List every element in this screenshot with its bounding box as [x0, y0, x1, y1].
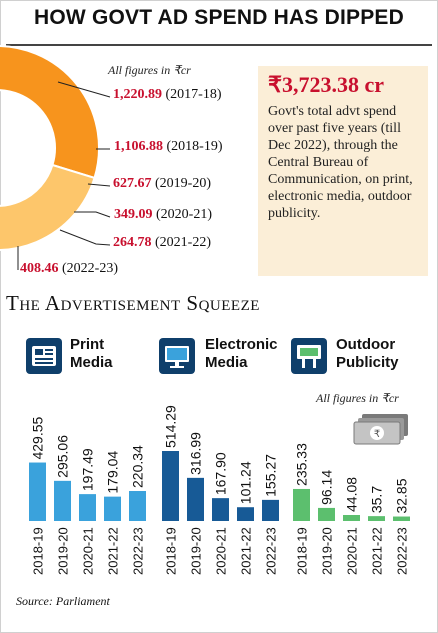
- bar-1-2018-19: [162, 451, 179, 521]
- bar-category-label: 2020-21: [345, 527, 360, 575]
- category-electronic-title: Electronic Media: [205, 336, 278, 371]
- bar-2-2020-21: [343, 515, 360, 521]
- donut-chart: [0, 45, 111, 270]
- bar-value-label: 295.06: [55, 435, 71, 478]
- bar-0-2021-22: [104, 496, 121, 521]
- category-print-title: Print Media: [70, 336, 113, 371]
- bar-value-label: 35.7: [369, 486, 385, 513]
- bar-charts: 429.55 2018-19 295.06 2019-20 197.49 2020-21 1…: [29, 405, 410, 575]
- bar-category-label: 2021-22: [370, 527, 385, 575]
- bar-value-label: 235.33: [294, 443, 310, 486]
- bar-value-label: 96.14: [319, 470, 335, 505]
- bar-2-2022-23: [393, 516, 410, 521]
- bar-category-label: 2022-23: [395, 527, 410, 575]
- donut-label-2022-23: 408.46 (2022-23): [20, 261, 119, 276]
- billboard-icon: [291, 338, 327, 374]
- total-amount: ₹3,723.38 cr: [268, 72, 385, 97]
- rupee-notes-icon: ₹: [353, 414, 408, 445]
- newspaper-icon: [26, 338, 62, 374]
- bar-2-2021-22: [368, 516, 385, 521]
- donut-slice-2017-18: [0, 45, 100, 180]
- monitor-icon: [159, 338, 195, 374]
- bar-1-2019-20: [187, 477, 204, 521]
- title-divider: [6, 44, 432, 46]
- donut-label-2021-22: 264.78 (2021-22): [113, 235, 212, 250]
- bar-category-label: 2019-20: [189, 527, 204, 575]
- bar-value-label: 44.08: [344, 477, 360, 512]
- donut-label-2019-20: 627.67 (2019-20): [113, 176, 212, 191]
- donut-label-2017-18: 1,220.89 (2017-18): [113, 87, 222, 102]
- bar-0-2022-23: [129, 491, 146, 521]
- bar-2-2019-20: [318, 507, 335, 521]
- bar-category-label: 2021-22: [239, 527, 254, 575]
- donut-units-note: All figures in ₹cr: [108, 63, 191, 77]
- bar-value-label: 155.27: [263, 454, 279, 497]
- bar-value-label: 514.29: [163, 405, 179, 448]
- bar-0-2018-19: [29, 462, 46, 521]
- total-spend-box: ₹3,723.38 cr Govt's total advt spend ove…: [258, 66, 428, 276]
- main-title: HOW GOVT AD SPEND HAS DIPPED: [33, 6, 405, 29]
- category-outdoor-title: Outdoor Publicity: [336, 336, 399, 371]
- bar-value-label: 167.90: [213, 452, 229, 495]
- bar-0-2020-21: [79, 494, 96, 521]
- bar-value-label: 220.34: [130, 445, 146, 488]
- bar-category-label: 2021-22: [106, 527, 121, 575]
- bar-value-label: 197.49: [80, 448, 96, 491]
- bar-category-label: 2019-20: [320, 527, 335, 575]
- bar-category-label: 2020-21: [81, 527, 96, 575]
- bar-category-label: 2022-23: [264, 527, 279, 575]
- donut-leader-line: [74, 211, 111, 218]
- bars-units-note: All figures in ₹cr: [316, 391, 399, 405]
- bar-0-2019-20: [54, 480, 71, 521]
- bar-1-2022-23: [262, 499, 279, 521]
- bar-value-label: 32.85: [394, 478, 410, 513]
- bar-category-label: 2018-19: [164, 527, 179, 575]
- donut-leader-line: [59, 229, 111, 246]
- donut-leader-line: [57, 81, 111, 98]
- bar-category-label: 2019-20: [56, 527, 71, 575]
- donut-label-2018-19: 1,106.88 (2018-19): [114, 139, 223, 154]
- bar-2-2018-19: [293, 488, 310, 521]
- bar-value-label: 179.04: [105, 451, 121, 494]
- bar-1-2020-21: [212, 498, 229, 521]
- section-title: The Advertisement Squeeze: [6, 291, 260, 315]
- bar-value-label: 429.55: [30, 416, 46, 459]
- donut-slice-2018-19: [0, 163, 96, 251]
- bar-value-label: 101.24: [238, 461, 254, 504]
- bar-category-label: 2020-21: [214, 527, 229, 575]
- bar-1-2021-22: [237, 507, 254, 521]
- donut-label-2020-21: 349.09 (2020-21): [114, 207, 213, 222]
- bar-value-label: 316.99: [188, 432, 204, 475]
- bar-category-label: 2018-19: [295, 527, 310, 575]
- donut-leader-line: [87, 183, 111, 187]
- svg-text:₹: ₹: [374, 429, 380, 440]
- source-note: Source: Parliament: [16, 594, 110, 608]
- total-description: Govt's total advt spend over past five y…: [268, 104, 413, 221]
- bar-category-label: 2018-19: [31, 527, 46, 575]
- bar-category-label: 2022-23: [131, 527, 146, 575]
